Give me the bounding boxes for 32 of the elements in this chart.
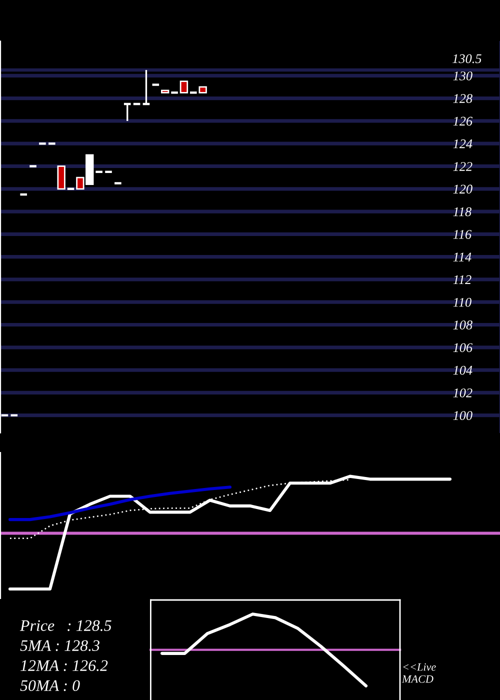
ref-line-label: 130.5 [452, 54, 482, 64]
candlestick [94, 170, 104, 174]
y-tick-label: 110 [453, 298, 472, 307]
text: 5MA : 128.3 [20, 640, 100, 652]
candlestick [104, 170, 113, 174]
y-tick-label: 104 [453, 366, 472, 375]
candlestick [180, 80, 188, 94]
y-tick-label: 106 [453, 343, 473, 352]
y-tick-label: 120 [453, 184, 472, 194]
y-tick-label: 112 [453, 275, 472, 284]
candlestick [142, 69, 151, 106]
text: Price : 128.5 [20, 620, 112, 632]
candlestick [122, 102, 132, 122]
candlestick [57, 166, 66, 190]
y-tick-label: 118 [453, 207, 472, 216]
text: 50MA : 0 [20, 680, 80, 692]
y-tick-label: 128 [453, 94, 472, 104]
y-tick-label: 130 [453, 71, 472, 80]
y-tick-label: 114 [453, 252, 472, 262]
y-tick-label: 122 [453, 162, 472, 171]
y-tick-label: 124 [453, 139, 472, 148]
y-tick-label: 102 [453, 388, 472, 398]
candlestick [47, 142, 56, 145]
y-tick-label: 108 [453, 320, 472, 330]
candlestick [38, 142, 47, 145]
text: 12MA : 126.2 [20, 660, 108, 672]
text: <<Live MACD [402, 663, 436, 683]
candlestick [19, 193, 28, 196]
y-tick-label: 100 [453, 411, 472, 420]
candlestick [132, 102, 142, 106]
y-tick-label: 126 [453, 116, 473, 126]
y-tick-label: 116 [453, 230, 472, 239]
